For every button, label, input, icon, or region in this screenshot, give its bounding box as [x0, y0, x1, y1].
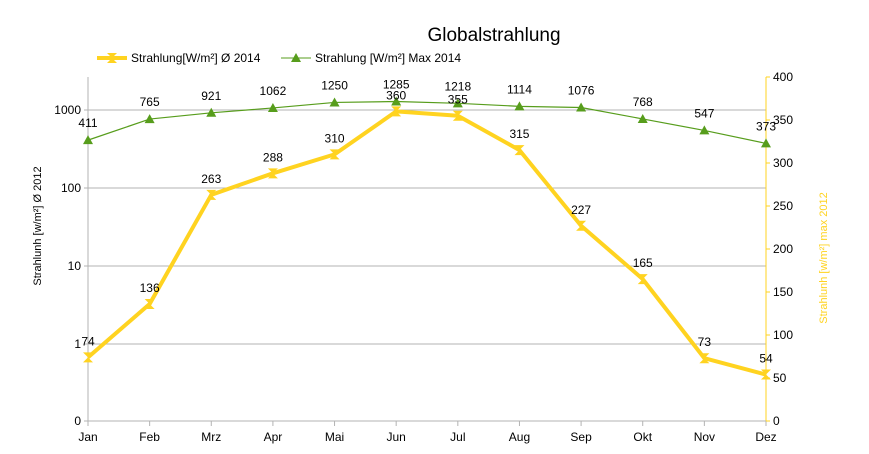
point-average — [83, 352, 93, 363]
legend-label-max: Strahlung [W/m²] Max 2014 — [315, 51, 461, 65]
point-max — [83, 135, 93, 145]
point-max — [267, 102, 278, 112]
y-right-tick-label: 100 — [773, 328, 793, 342]
data-label-average: 360 — [386, 88, 406, 102]
y-right-tick-labels: 0 50 100 150 200 250 300 350 400 — [773, 70, 793, 428]
point-max — [576, 102, 587, 112]
x-tick-label: Mrz — [201, 430, 221, 444]
legend-entry-average: Strahlung[W/m²] Ø 2014 — [97, 51, 261, 65]
data-label-average: 227 — [571, 203, 591, 217]
y-right-tick-label: 200 — [773, 242, 793, 256]
x-tick-label: Dez — [755, 430, 776, 444]
x-tick-label: Mai — [325, 430, 344, 444]
data-label-average: 263 — [201, 172, 221, 186]
point-max — [699, 125, 710, 135]
data-label-average: 288 — [263, 150, 283, 164]
y-axis-left-label: Strahlunh [w/m²] Ø 2012 — [32, 166, 44, 285]
data-label-average: 355 — [448, 93, 468, 107]
y-right-tick-label: 50 — [773, 371, 787, 385]
data-labels-max: 411 765 921 1062 1250 1285 1218 1114 1076 768 547 3… — [78, 78, 776, 134]
point-max — [637, 113, 648, 123]
point-max — [391, 96, 402, 106]
point-average — [514, 145, 525, 156]
x-tick-label: Apr — [264, 430, 283, 444]
data-label-max: 1285 — [383, 78, 410, 92]
point-average — [576, 220, 587, 231]
data-label-max: 1114 — [507, 82, 532, 96]
point-max — [144, 114, 155, 124]
y-right-tick-label: 400 — [773, 70, 793, 84]
y-right-tick-label: 250 — [773, 199, 793, 213]
data-label-max: 547 — [694, 106, 714, 120]
data-label-max: 411 — [78, 116, 97, 130]
y-right-tick-label: 300 — [773, 156, 793, 170]
legend-entry-max: Strahlung [W/m²] Max 2014 — [281, 51, 461, 65]
point-average — [206, 189, 217, 200]
data-label-average: 165 — [633, 256, 653, 270]
y-left-tick-label: 100 — [61, 181, 81, 195]
point-max — [761, 138, 771, 148]
data-label-average: 136 — [140, 281, 160, 295]
y-right-tick-label: 350 — [773, 113, 793, 127]
series-line-average — [86, 109, 767, 377]
point-average — [637, 274, 648, 285]
y-left-tick-label: 10 — [68, 259, 82, 273]
x-tick-label: Feb — [139, 430, 160, 444]
series-average — [83, 106, 771, 380]
point-average — [267, 168, 278, 179]
point-max — [206, 107, 217, 117]
data-label-max: 373 — [756, 119, 776, 133]
series-max — [83, 96, 771, 148]
data-label-average: 310 — [325, 131, 345, 145]
data-label-average: 54 — [759, 352, 773, 366]
data-label-max: 1076 — [568, 84, 595, 98]
y-left-tick-label: 0 — [74, 414, 81, 428]
legend-label-average: Strahlung[W/m²] Ø 2014 — [131, 51, 261, 65]
data-labels-average: 74 136 263 288 310 360 355 315 227 165 73 54 — [81, 88, 773, 365]
series-line-max — [87, 100, 767, 144]
data-label-max: 1062 — [260, 84, 287, 98]
y-right-tick-label: 150 — [773, 285, 793, 299]
point-max — [452, 98, 463, 108]
point-average — [391, 106, 402, 117]
point-average — [329, 149, 340, 160]
x-tick-label: Jan — [78, 430, 97, 444]
data-label-max: 1218 — [444, 79, 471, 93]
data-label-max: 768 — [633, 95, 653, 109]
data-label-max: 765 — [140, 95, 160, 109]
x-tick-label: Jul — [450, 430, 465, 444]
data-label-average: 315 — [509, 127, 529, 141]
point-average — [761, 369, 771, 380]
x-tick-label: Sep — [570, 430, 592, 444]
y-left-tick-label: 1000 — [54, 103, 81, 117]
gridlines — [88, 109, 766, 345]
point-average — [144, 299, 155, 310]
data-label-average: 74 — [81, 334, 95, 348]
y-left-tick-label: 1 — [74, 337, 81, 351]
point-average — [699, 353, 710, 364]
x-tick-label: Okt — [633, 430, 652, 444]
point-average — [452, 110, 463, 121]
y-right-tick-label: 0 — [773, 414, 780, 428]
legend: Strahlung[W/m²] Ø 2014 Strahlung [W/m²] … — [97, 51, 461, 65]
data-label-max: 921 — [201, 89, 221, 103]
data-label-average: 73 — [698, 335, 712, 349]
y-axis-right-label: Strahlunh [w/m²] max 2012 — [818, 192, 830, 323]
x-tick-label: Jun — [387, 430, 406, 444]
chart-title: Globalstrahlung — [427, 25, 560, 46]
axes — [84, 76, 770, 426]
y-left-tick-labels: 1 10 100 1000 0 — [54, 103, 81, 428]
x-tick-labels: Jan Feb Mrz Apr Mai Jun Jul Aug Sep Okt Nov Dez — [78, 430, 776, 444]
point-max — [514, 101, 525, 111]
x-tick-label: Nov — [694, 430, 715, 444]
legend-marker-max — [291, 53, 301, 62]
point-max — [329, 97, 340, 107]
x-tick-label: Aug — [509, 430, 530, 444]
data-label-max: 1250 — [321, 78, 348, 92]
legend-marker-average — [107, 53, 117, 63]
